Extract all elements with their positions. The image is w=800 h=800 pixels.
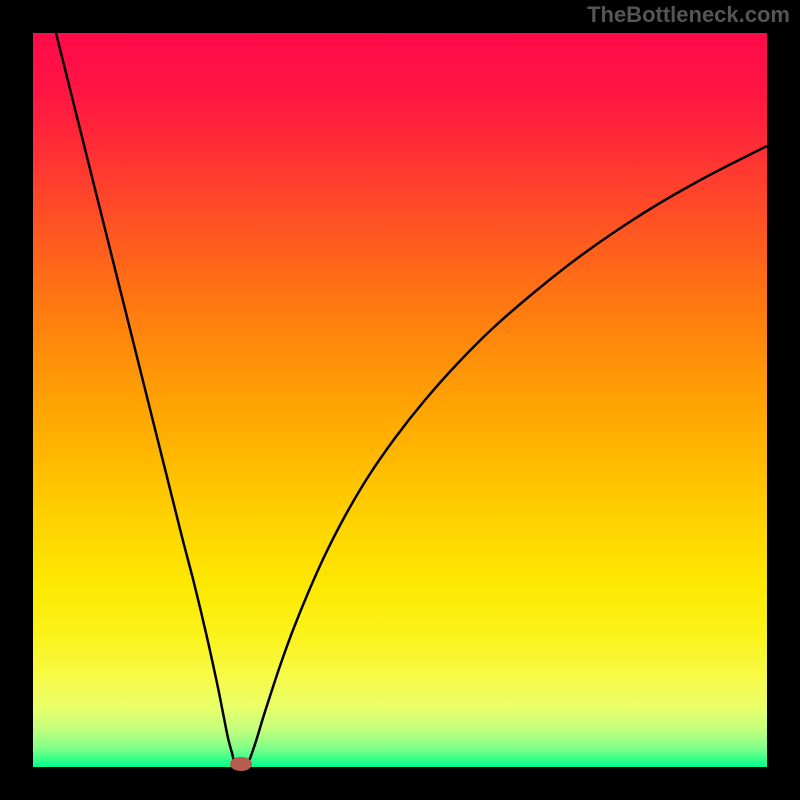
optimal-point-marker — [230, 757, 252, 771]
watermark-text: TheBottleneck.com — [587, 2, 790, 28]
bottleneck-curve — [33, 33, 767, 767]
chart-frame: TheBottleneck.com — [0, 0, 800, 800]
plot-area — [33, 33, 767, 767]
